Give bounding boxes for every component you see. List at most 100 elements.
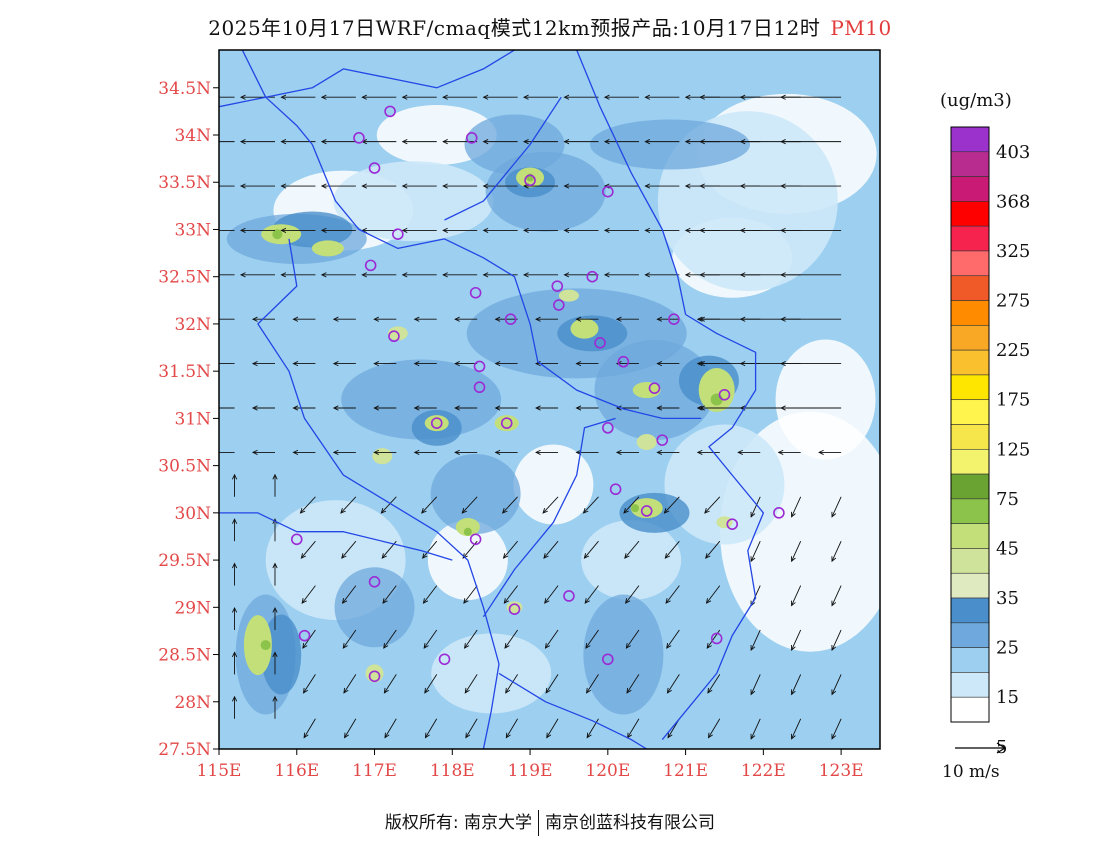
peak-concentration-area — [631, 504, 640, 513]
wind-arrow-shaft — [625, 585, 640, 604]
wind-arrow-head — [320, 227, 327, 233]
wind-arrow-head — [615, 405, 622, 411]
wind-arrow-head — [739, 139, 746, 145]
wind-arrow-shaft — [464, 629, 478, 649]
wind-arrow-shaft — [340, 496, 357, 514]
wind-arrow-head — [739, 227, 746, 233]
wind-arrow-head — [546, 732, 552, 739]
wind-arrow-head — [442, 139, 448, 145]
station-marker — [353, 132, 365, 144]
wind-arrow-head — [535, 316, 541, 322]
wind-arrow-head — [603, 272, 610, 278]
wind-arrow-head — [780, 94, 786, 100]
wind-arrow-head — [780, 139, 786, 145]
wind-arrow-head — [361, 272, 368, 278]
low-concentration-area — [333, 161, 494, 242]
wind-arrow-head — [543, 553, 549, 559]
wind-arrow-head — [413, 405, 420, 411]
wind-arrow-head — [780, 405, 786, 411]
wind-arrow-shaft — [341, 540, 357, 559]
legend-swatch — [950, 672, 990, 698]
wind-arrow-head — [737, 449, 743, 455]
wind-arrow-head — [213, 317, 218, 321]
station-marker — [710, 632, 723, 645]
low-concentration-area — [431, 633, 552, 714]
wind-arrow-shaft — [423, 629, 438, 649]
wind-arrow-head — [644, 227, 651, 233]
wind-arrow-head — [239, 183, 246, 189]
station-marker — [586, 270, 599, 283]
station-marker — [392, 228, 404, 240]
wind-arrow-head — [696, 361, 703, 367]
wind-arrow-head — [583, 553, 590, 559]
wind-arrow-head — [544, 598, 550, 604]
wind-arrow-head — [373, 316, 380, 322]
lon-label: 121E — [663, 761, 708, 781]
wind-arrow-head — [231, 518, 238, 524]
wind-arrow-head — [482, 227, 489, 233]
station-marker — [602, 422, 614, 434]
wind-arrow-head — [707, 687, 713, 694]
wind-arrow-shaft — [545, 629, 559, 649]
high-concentration-area — [630, 498, 663, 519]
high-concentration-area — [558, 289, 579, 302]
wind-arrow-head — [684, 227, 691, 233]
station-marker — [668, 313, 680, 326]
wind-arrow-head — [465, 732, 471, 739]
map-title: 2025年10月17日WRF/cmaq模式12km预报产品:10月17日12时 P… — [0, 12, 1100, 41]
wind-arrow-head — [231, 473, 238, 480]
wind-arrow-shaft — [624, 540, 640, 559]
wind-arrow-head — [582, 508, 589, 514]
station-marker — [364, 259, 377, 272]
high-concentration-area — [698, 368, 735, 413]
wind-arrow-head — [231, 695, 238, 702]
legend-swatch — [950, 201, 990, 227]
station-marker — [773, 507, 785, 519]
station-marker — [438, 653, 451, 666]
wind-arrow-head — [482, 272, 489, 278]
wind-arrow-head — [625, 643, 631, 649]
wind-arrow-shaft — [544, 585, 559, 604]
wind-arrow-head — [272, 695, 278, 702]
wind-arrow-head — [272, 562, 278, 569]
high-concentration-area — [311, 240, 344, 257]
wind-arrow-shaft — [664, 540, 680, 559]
wind-arrow-head — [563, 94, 570, 100]
legend-level-label: 403 — [996, 142, 1030, 163]
station-marker — [602, 653, 614, 666]
wind-arrow-shaft — [791, 718, 802, 739]
station-marker — [656, 434, 669, 446]
wind-arrow-head — [413, 449, 420, 455]
wind-arrow-head — [780, 227, 786, 233]
wind-arrow-head — [586, 732, 592, 739]
station-marker — [594, 337, 606, 349]
wind-arrow-shaft — [303, 674, 316, 694]
wind-arrow-head — [644, 139, 651, 145]
wind-arrow-head — [699, 272, 705, 278]
station-marker — [640, 505, 653, 517]
wind-arrow-shaft — [831, 629, 842, 651]
wind-arrow-head — [422, 598, 429, 604]
wind-arrow-head — [818, 449, 824, 455]
wind-arrow-head — [239, 139, 246, 145]
wind-reference-label: 10 m/s — [942, 762, 1000, 782]
wind-arrow-head — [684, 183, 691, 189]
wind-arrow-shaft — [623, 496, 640, 514]
wind-arrow-head — [644, 272, 651, 278]
high-concentration-area — [570, 318, 599, 339]
map-title-text: 2025年10月17日WRF/cmaq模式12km预报产品:10月17日12时 — [208, 16, 821, 40]
wind-arrow-head — [791, 511, 796, 518]
wind-arrow-head — [383, 643, 389, 649]
wind-arrow-head — [494, 361, 501, 367]
wind-arrow-head — [383, 687, 389, 694]
wind-arrow-head — [750, 511, 756, 518]
legend-swatch — [950, 448, 990, 475]
lat-label: 29.5N — [158, 551, 211, 571]
wind-arrow-head — [442, 183, 448, 189]
wind-arrow-head — [320, 272, 327, 278]
legend-swatch — [950, 647, 990, 673]
station-marker — [298, 629, 311, 642]
low-concentration-area — [581, 520, 682, 601]
wind-arrow-head — [699, 94, 705, 100]
station-marker — [368, 576, 381, 588]
